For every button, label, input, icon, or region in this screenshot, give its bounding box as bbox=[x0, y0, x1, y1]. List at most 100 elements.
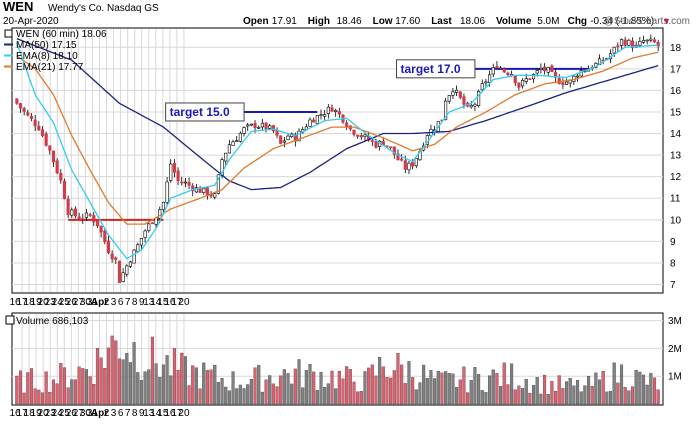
stat-label: Open bbox=[243, 16, 269, 27]
volume-bar bbox=[51, 379, 56, 405]
candle-body bbox=[645, 39, 649, 42]
candle-body bbox=[18, 103, 23, 109]
x-tick-label: 17 bbox=[171, 408, 183, 419]
volume-bar bbox=[638, 371, 642, 405]
candle-body bbox=[616, 45, 620, 48]
candle-body bbox=[40, 129, 45, 136]
candle-body bbox=[216, 174, 220, 194]
volume-bar bbox=[517, 385, 521, 405]
stat-value: 17.91 bbox=[272, 16, 297, 27]
volume-bar bbox=[154, 363, 158, 405]
volume-bar bbox=[510, 363, 514, 405]
volume-bar bbox=[473, 367, 477, 405]
candle-body bbox=[235, 140, 239, 142]
volume-bar bbox=[656, 389, 660, 405]
volume-bar bbox=[282, 369, 286, 405]
volume-bar bbox=[341, 378, 345, 405]
volume-bar bbox=[502, 362, 506, 405]
target-label-box bbox=[396, 59, 476, 79]
candle-body bbox=[612, 46, 616, 54]
volume-bar bbox=[103, 368, 107, 405]
candle-body bbox=[506, 72, 510, 76]
overlays: target 15.0 target 17.0 bbox=[68, 59, 589, 221]
volume-bar bbox=[495, 373, 499, 405]
candle-body bbox=[176, 170, 180, 181]
x-tick-label: 3 bbox=[111, 408, 117, 419]
candle-body bbox=[59, 172, 63, 181]
volume-bar bbox=[110, 335, 114, 405]
volume-bar bbox=[334, 388, 338, 405]
price-tick-label: 17 bbox=[670, 64, 682, 75]
candle-body bbox=[84, 212, 89, 218]
x-tick-label: 20 bbox=[38, 408, 50, 419]
x-tick-label: 9 bbox=[139, 408, 145, 419]
volume-bar bbox=[242, 388, 246, 405]
volume-bar bbox=[18, 370, 23, 405]
volume-bar bbox=[235, 388, 239, 405]
candle-body bbox=[293, 134, 297, 142]
candle-body bbox=[150, 222, 155, 225]
volume-bar bbox=[48, 392, 52, 405]
volume-bar bbox=[169, 375, 173, 405]
volume-bar bbox=[117, 358, 121, 405]
candle-body bbox=[484, 81, 488, 84]
volume-bar bbox=[238, 384, 242, 405]
candle-body bbox=[546, 67, 550, 73]
candle-body bbox=[106, 240, 111, 254]
x-tick-label: 17 bbox=[16, 297, 28, 308]
candle-body bbox=[95, 220, 100, 227]
candle-body bbox=[480, 83, 484, 91]
volume-bar bbox=[279, 375, 283, 405]
candle-body bbox=[282, 140, 286, 143]
volume-bar bbox=[477, 374, 481, 405]
stat-label: Low bbox=[373, 16, 393, 27]
candle-body bbox=[70, 209, 74, 216]
volume-bar bbox=[359, 391, 363, 405]
volume-bar bbox=[403, 383, 407, 405]
candle-body bbox=[132, 249, 136, 264]
volume-bar bbox=[330, 370, 334, 405]
volume-bar bbox=[286, 373, 290, 405]
candle-body bbox=[315, 115, 319, 124]
candle-body bbox=[37, 125, 41, 131]
volume-bar bbox=[436, 370, 440, 405]
ticker-symbol: WEN bbox=[3, 0, 33, 14]
volume-bar bbox=[462, 366, 466, 405]
price-tick-label: 11 bbox=[670, 194, 681, 205]
candle-body bbox=[564, 81, 569, 85]
volume-bar bbox=[59, 363, 63, 405]
stat-label: High bbox=[308, 16, 330, 27]
candle-body bbox=[323, 114, 327, 117]
candle-body bbox=[114, 257, 118, 260]
volume-bar bbox=[652, 377, 657, 405]
candle-body bbox=[279, 135, 283, 144]
candle-body bbox=[447, 95, 451, 102]
candle-body bbox=[29, 115, 34, 119]
volume-bar bbox=[641, 374, 646, 405]
volume-bar bbox=[260, 391, 264, 405]
x-tick-label: 27 bbox=[73, 408, 85, 419]
volume-bar bbox=[77, 366, 81, 405]
price-axis: 7 8 9 10 11 12 13 14 15 16 17 18 bbox=[670, 43, 682, 291]
candle-body bbox=[238, 132, 242, 142]
candle-body bbox=[656, 42, 660, 47]
volume-bar bbox=[84, 369, 89, 405]
x-tick-label: 26 bbox=[66, 297, 78, 308]
volume-bar bbox=[381, 366, 385, 405]
volume-bar bbox=[572, 385, 576, 405]
x-tick-label: 7 bbox=[125, 408, 131, 419]
volume-bar bbox=[29, 368, 34, 405]
volume-bar bbox=[15, 375, 19, 405]
candle-body bbox=[165, 181, 169, 203]
volume-bar bbox=[198, 388, 202, 405]
volume-bar bbox=[128, 362, 132, 405]
volume-tick-label: 1M bbox=[668, 372, 682, 383]
volume-bar bbox=[88, 376, 92, 405]
volume-bar bbox=[528, 392, 532, 405]
x-tick-label: 16 bbox=[9, 297, 21, 308]
legend-label: EMA(8) 18.10 bbox=[16, 51, 78, 62]
candle-body bbox=[641, 39, 646, 43]
